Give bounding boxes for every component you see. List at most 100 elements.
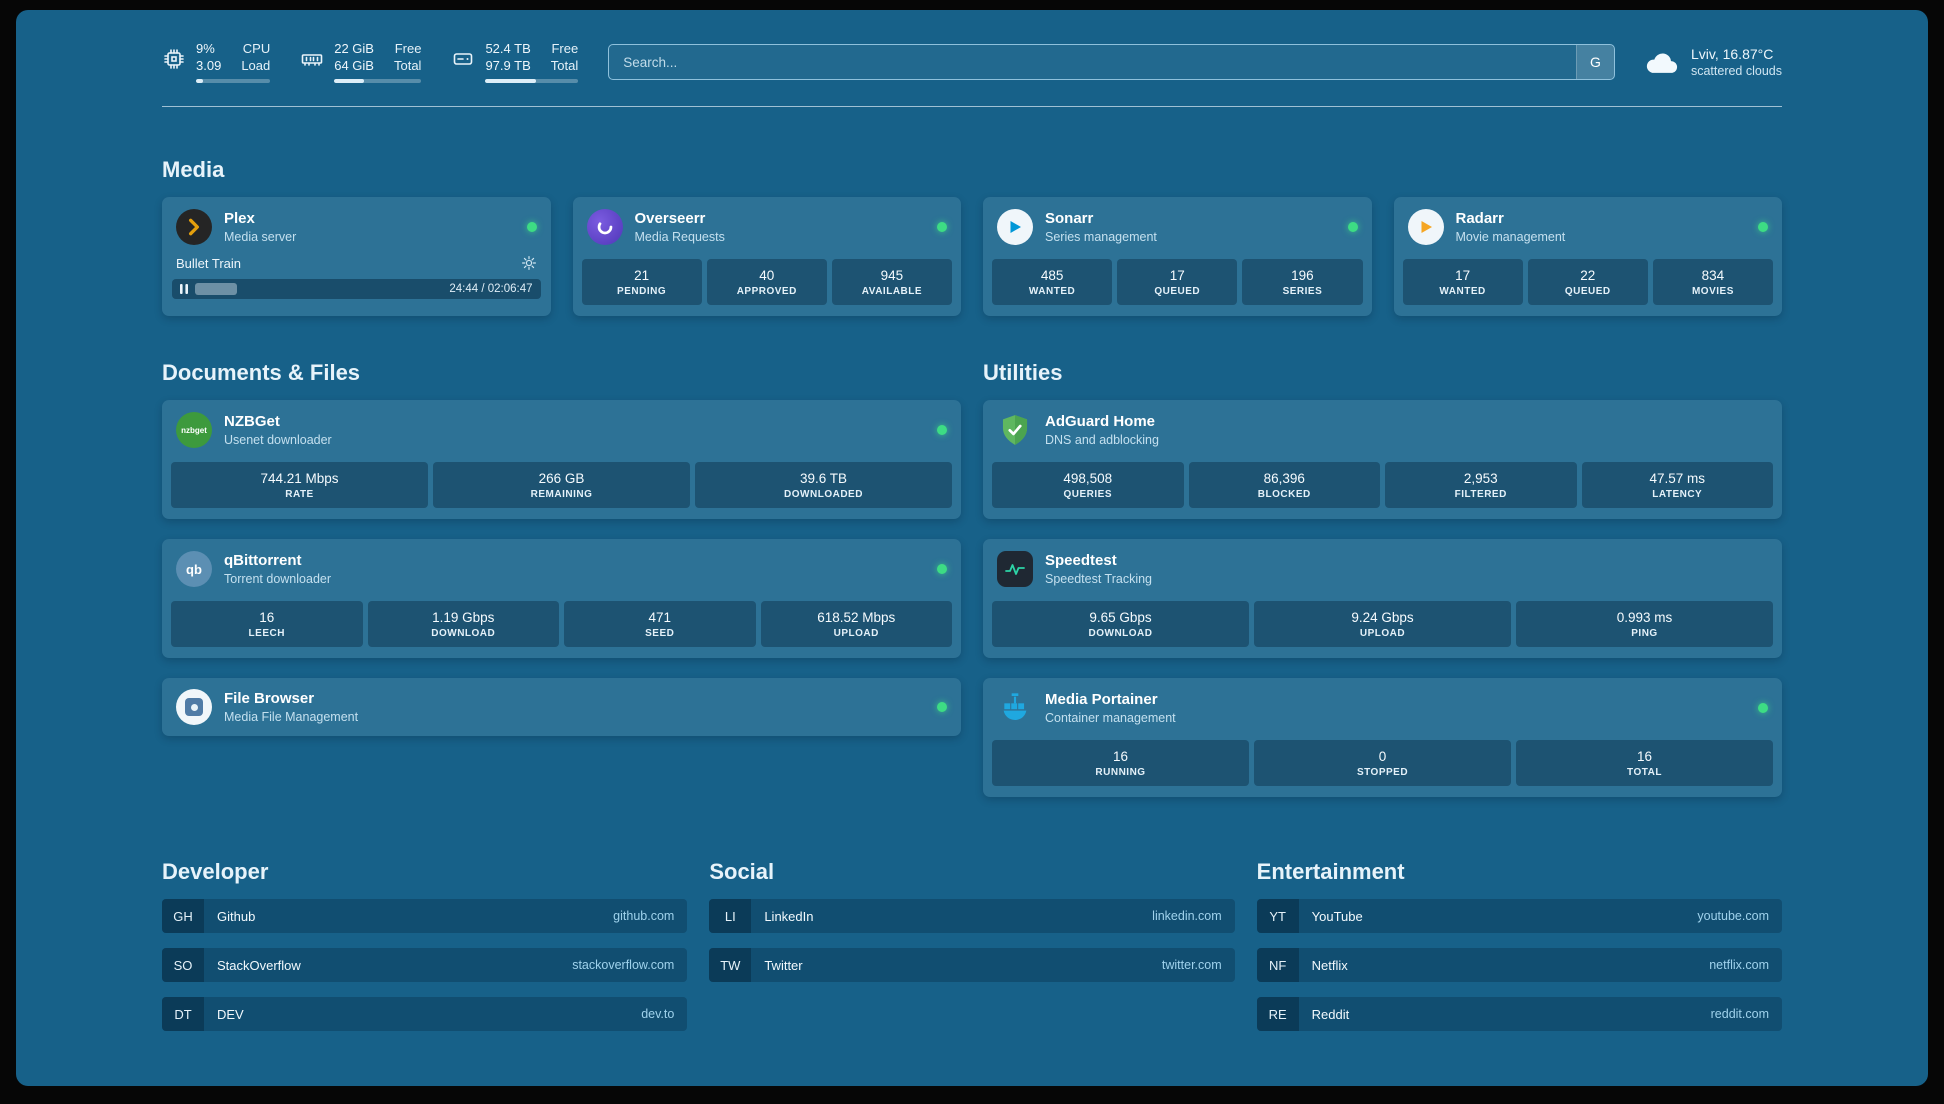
plex-title: Plex — [224, 209, 255, 227]
link-badge: GH — [162, 899, 204, 933]
service-card-qbittorrent[interactable]: qb qBittorrent Torrent downloader 16 LEE… — [162, 539, 961, 658]
radarr-icon — [1407, 209, 1444, 245]
link-row-github[interactable]: GH Github github.com — [162, 899, 688, 933]
link-badge: RE — [1256, 997, 1299, 1031]
portainer-icon — [997, 690, 1033, 726]
overseerr-subtitle: Media Requests — [634, 230, 725, 245]
stat-tile: 0.993 ms PING — [1516, 601, 1773, 647]
stat-tile: 1.19 Gbps DOWNLOAD — [367, 601, 559, 647]
cpu-load-label: Load — [241, 57, 271, 73]
topbar-divider — [162, 106, 1782, 107]
speedtest-subtitle: Speedtest Tracking — [1045, 572, 1153, 587]
service-card-portainer[interactable]: Media Portainer Container management 16 … — [983, 678, 1782, 797]
weather-widget: Lviv, 16.87°C scattered clouds — [1645, 46, 1782, 78]
qbittorrent-subtitle: Torrent downloader — [224, 572, 332, 587]
dashboard: 9% 3.09 CPU Load — [16, 10, 1928, 1086]
link-row-stackoverflow[interactable]: SO StackOverflow stackoverflow.com — [162, 948, 688, 982]
stat-tile: 196 SERIES — [1242, 259, 1363, 305]
pause-icon[interactable] — [180, 284, 188, 294]
link-row-youtube[interactable]: YT YouTube youtube.com — [1256, 899, 1782, 933]
stat-tile: 744.21 Mbps RATE — [171, 462, 428, 508]
cpu-icon — [162, 47, 186, 71]
portainer-subtitle: Container management — [1045, 711, 1176, 726]
link-badge: YT — [1256, 899, 1299, 933]
link-row-twitter[interactable]: TW Twitter twitter.com — [709, 948, 1235, 982]
stat-tile: 39.6 TB DOWNLOADED — [695, 462, 952, 508]
cpu-label: CPU — [242, 41, 271, 57]
service-card-overseerr[interactable]: Overseerr Media Requests 21 PENDING 40 A… — [572, 197, 961, 316]
stat-tile: 618.52 Mbps UPLOAD — [760, 601, 952, 647]
gear-icon[interactable] — [521, 255, 537, 271]
disk-free-label: Free — [551, 41, 579, 57]
plex-progress-track[interactable] — [195, 283, 442, 295]
service-card-plex[interactable]: Plex Media server Bullet Train — [162, 197, 551, 316]
radarr-subtitle: Movie management — [1455, 230, 1566, 245]
service-card-nzbget[interactable]: nzbget NZBGet Usenet downloader 744.21 M… — [162, 400, 961, 519]
disk-progress-bar — [485, 78, 579, 83]
overseerr-status-dot — [937, 222, 947, 232]
link-row-dev[interactable]: DT DEV dev.to — [162, 997, 688, 1031]
nzbget-status-dot — [937, 425, 947, 435]
service-card-radarr[interactable]: Radarr Movie management 17 WANTED 22 QUE… — [1393, 197, 1782, 316]
ram-progress-bar — [334, 78, 422, 83]
speedtest-icon — [997, 551, 1033, 587]
stat-tile: 17 WANTED — [1402, 259, 1523, 305]
stat-tile: 2,953 FILTERED — [1385, 462, 1577, 508]
section-heading-media: Media — [162, 157, 225, 182]
filebrowser-title: File Browser — [224, 689, 315, 707]
stat-tile: 485 WANTED — [992, 259, 1113, 305]
section-heading-entertainment: Entertainment — [1256, 859, 1405, 884]
stat-tile: 22 QUEUED — [1527, 259, 1648, 305]
disk-total-value: 97.9 TB — [485, 57, 531, 73]
service-card-sonarr[interactable]: Sonarr Series management 485 WANTED 17 Q… — [983, 197, 1372, 316]
link-badge: LI — [709, 899, 752, 933]
link-row-reddit[interactable]: RE Reddit reddit.com — [1256, 997, 1782, 1031]
stat-tile: 9.24 Gbps UPLOAD — [1254, 601, 1511, 647]
section-heading-documents: Documents & Files — [162, 360, 361, 385]
plex-playback-time: 24:44 / 02:06:47 — [449, 283, 533, 295]
stat-tile: 47.57 ms LATENCY — [1581, 462, 1773, 508]
overseerr-icon — [586, 209, 623, 245]
cloud-icon — [1645, 49, 1679, 75]
disk-total-label: Total — [550, 57, 579, 73]
service-card-adguard[interactable]: AdGuard Home DNS and adblocking 498,508 … — [983, 400, 1782, 519]
link-badge: DT — [162, 997, 204, 1031]
plex-subtitle: Media server — [224, 230, 297, 245]
service-card-filebrowser[interactable]: File Browser Media File Management — [162, 678, 961, 736]
section-heading-utilities: Utilities — [983, 360, 1063, 385]
sonarr-title: Sonarr — [1045, 209, 1094, 227]
nzbget-title: NZBGet — [224, 412, 280, 430]
link-badge: NF — [1256, 948, 1299, 982]
qbittorrent-title: qBittorrent — [224, 551, 302, 569]
stat-tile: 9.65 Gbps DOWNLOAD — [992, 601, 1249, 647]
link-row-netflix[interactable]: NF Netflix netflix.com — [1256, 948, 1782, 982]
service-card-speedtest[interactable]: Speedtest Speedtest Tracking 9.65 Gbps D… — [983, 539, 1782, 658]
speedtest-title: Speedtest — [1045, 551, 1117, 569]
plex-player-bar: 24:44 / 02:06:47 — [172, 279, 541, 299]
stat-tile: 40 APPROVED — [706, 259, 827, 305]
section-heading-developer: Developer — [162, 859, 269, 884]
topbar: 9% 3.09 CPU Load — [162, 36, 1782, 88]
stat-tile: 498,508 QUERIES — [992, 462, 1184, 508]
weather-location: Lviv, 16.87°C — [1690, 46, 1774, 62]
overseerr-title: Overseerr — [634, 209, 706, 227]
ram-icon — [300, 47, 324, 71]
disk-metric: 52.4 TB 97.9 TB Free Total — [451, 41, 579, 83]
qbittorrent-status-dot — [937, 564, 947, 574]
stat-tile: 834 MOVIES — [1652, 259, 1774, 305]
stat-tile: 16 RUNNING — [992, 740, 1249, 786]
radarr-status-dot — [1758, 222, 1768, 232]
link-row-linkedin[interactable]: LI LinkedIn linkedin.com — [709, 899, 1235, 933]
nzbget-subtitle: Usenet downloader — [224, 433, 332, 448]
cpu-usage-value: 9% — [196, 41, 215, 57]
link-badge: TW — [709, 948, 752, 982]
plex-status-dot — [526, 222, 537, 232]
cpu-progress-bar — [196, 78, 271, 83]
search-bar: G — [608, 44, 1615, 80]
sonarr-subtitle: Series management — [1045, 230, 1157, 245]
stat-tile: 86,396 BLOCKED — [1188, 462, 1380, 508]
search-input[interactable] — [609, 54, 1576, 70]
search-engine-button[interactable]: G — [1575, 45, 1614, 79]
cpu-metric: 9% 3.09 CPU Load — [162, 41, 271, 83]
portainer-title: Media Portainer — [1045, 690, 1158, 708]
